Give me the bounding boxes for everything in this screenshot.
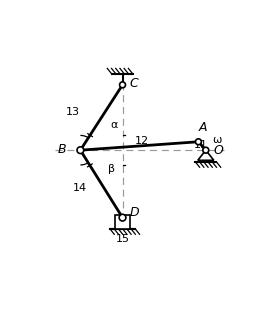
Text: B: B [58, 143, 67, 156]
Circle shape [120, 82, 125, 88]
Text: O: O [214, 144, 224, 157]
Text: 12: 12 [134, 136, 149, 146]
Circle shape [203, 147, 209, 153]
Bar [115, 215, 131, 229]
Text: A: A [199, 121, 207, 134]
Text: β: β [109, 163, 116, 173]
Text: ω: ω [212, 135, 221, 145]
Text: 14: 14 [73, 183, 87, 193]
Text: C: C [130, 77, 139, 90]
Text: α: α [110, 120, 118, 130]
Circle shape [119, 214, 126, 221]
Circle shape [77, 147, 84, 154]
Text: 11: 11 [194, 140, 208, 150]
Text: 13: 13 [66, 107, 80, 117]
Text: 15: 15 [116, 234, 129, 244]
Text: D: D [130, 206, 140, 219]
Circle shape [196, 139, 201, 145]
